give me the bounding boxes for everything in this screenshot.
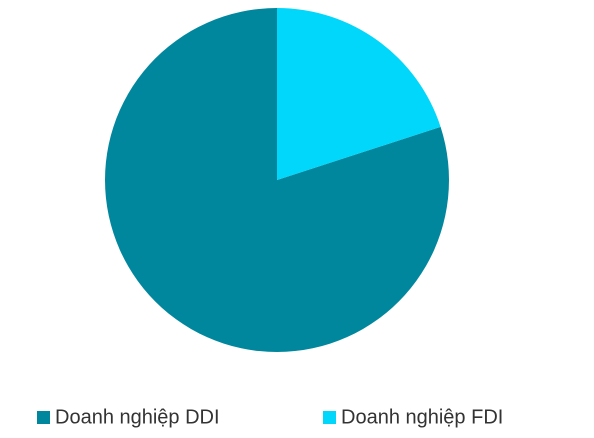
legend-label: Doanh nghiệp FDI — [341, 406, 503, 428]
pie-slice — [277, 8, 441, 180]
legend-label: Doanh nghiệp DDI — [55, 406, 220, 428]
legend-swatch — [37, 411, 50, 424]
legend-swatch — [323, 411, 336, 424]
